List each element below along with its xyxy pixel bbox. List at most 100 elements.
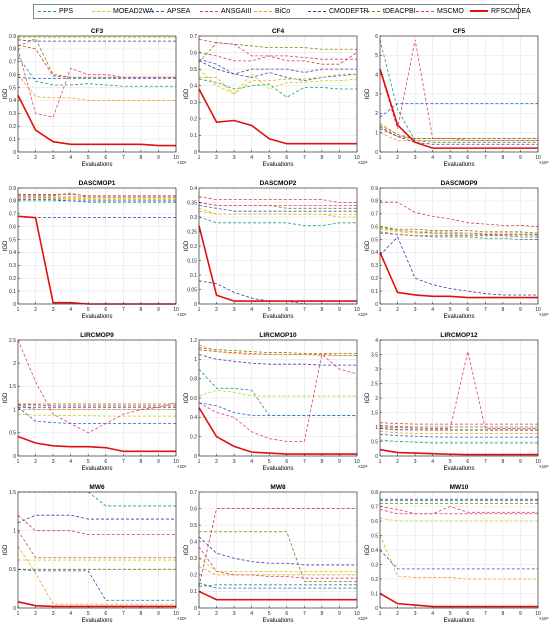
y-tick-label: 0.7 (371, 504, 378, 510)
x-tick-label: 9 (338, 459, 341, 465)
series-line-cmodeftr (18, 216, 176, 217)
series-line-bico (18, 546, 176, 604)
x-axis-label: Evaluations (81, 466, 112, 472)
x-tick-label: 5 (87, 459, 90, 465)
series-line-apsea (199, 205, 357, 211)
x-tick-label: 6 (466, 459, 469, 465)
x-tick-label: 9 (157, 307, 160, 313)
x-tick-label: 6 (285, 155, 288, 161)
y-tick-label: 0.5 (190, 67, 197, 73)
x-tick-label: 3 (414, 307, 417, 313)
x-tick-label: 8 (320, 459, 323, 465)
y-tick-label: 0.3 (9, 111, 16, 117)
y-axis-label: IGD (3, 88, 9, 99)
y-tick-label: 1 (13, 528, 16, 534)
y-tick-label: 0.6 (371, 224, 378, 230)
x-tick-label: 8 (139, 459, 142, 465)
series-line-bico (199, 567, 357, 575)
x-tick-label: 4 (69, 155, 72, 161)
series-line-pps (199, 217, 357, 226)
x-axis-multiplier: ×10⁴ (539, 616, 549, 621)
series-line-ansgaiii (18, 194, 176, 195)
x-tick-label: 1 (198, 611, 201, 617)
y-tick-label: 0.4 (9, 98, 16, 104)
x-tick-label: 2 (215, 155, 218, 161)
y-tick-label: 0.1 (190, 133, 197, 139)
y-axis-label: IGD (184, 392, 190, 403)
x-tick-label: 2 (34, 307, 37, 313)
x-tick-label: 6 (466, 611, 469, 617)
series-line-rfscmoea (199, 591, 357, 599)
x-tick-label: 7 (484, 155, 487, 161)
y-axis-label: IGD (365, 240, 371, 251)
y-tick-label: 1.5 (9, 490, 16, 496)
x-axis-label: Evaluations (81, 618, 112, 624)
x-tick-label: 1 (17, 307, 20, 313)
y-tick-label: 0 (194, 606, 197, 612)
y-tick-label: 0 (375, 302, 378, 308)
series-line-bico (18, 198, 176, 199)
series-line-apsea (199, 583, 357, 588)
x-tick-label: 3 (52, 155, 55, 161)
series-line-cmodeftr (199, 537, 357, 565)
y-tick-label: 0.5 (9, 431, 16, 437)
x-axis-label: Evaluations (262, 314, 293, 320)
y-tick-label: 0.7 (371, 212, 378, 218)
y-tick-label: 1 (375, 130, 378, 136)
subplot-cf3: 1 2 3 4 5 6 7 8 9 1000.10.20.30.40.50.60.70.80.9C… (3, 28, 187, 168)
x-tick-label: 1 (198, 459, 201, 465)
series-line-pps (18, 492, 176, 506)
series-line-pps (18, 405, 176, 410)
x-tick-label: 6 (104, 155, 107, 161)
x-axis-multiplier: ×10⁴ (177, 464, 187, 469)
x-axis-label: Evaluations (81, 314, 112, 320)
x-tick-label: 4 (250, 611, 253, 617)
x-axis-multiplier: ×10⁴ (358, 464, 368, 469)
series-line-ansgaiii (380, 423, 538, 424)
x-tick-label: 3 (414, 459, 417, 465)
x-tick-label: 5 (449, 155, 452, 161)
y-tick-label: 0 (13, 150, 16, 156)
y-tick-label: 1 (194, 357, 197, 363)
x-tick-label: 9 (157, 459, 160, 465)
series-line-apsea (199, 59, 357, 81)
x-tick-label: 9 (519, 307, 522, 313)
series-line-mscmo (380, 352, 538, 429)
subplot-dascmop1: 1 2 3 4 5 6 7 8 9 1000.10.20.30.40.50.60.70.80.9D… (3, 180, 187, 320)
y-tick-label: 4 (375, 72, 378, 78)
y-tick-label: 0.3 (190, 215, 197, 221)
subplot-dascmop2: 1 2 3 4 5 6 7 8 9 1000.050.10.150.20.250.30.350.4… (184, 180, 368, 320)
y-tick-label: 0 (375, 606, 378, 612)
y-tick-label: 0.9 (9, 34, 16, 40)
y-tick-label: 0.7 (190, 490, 197, 496)
y-axis-label: IGD (3, 240, 9, 251)
series-line-rfscmoea (18, 437, 176, 452)
x-tick-label: 8 (501, 611, 504, 617)
x-tick-label: 7 (303, 611, 306, 617)
x-tick-label: 8 (501, 459, 504, 465)
y-tick-label: 0.1 (9, 137, 16, 143)
x-tick-label: 6 (104, 307, 107, 313)
series-line-ansgaiii (199, 197, 357, 203)
x-axis-label: Evaluations (262, 466, 293, 472)
series-line-tdeacpbi (199, 203, 357, 209)
y-tick-label: 3 (375, 367, 378, 373)
y-tick-label: 0.2 (9, 276, 16, 282)
y-tick-label: 0 (194, 150, 197, 156)
x-tick-label: 4 (431, 611, 434, 617)
series-line-tdeacpbi (18, 193, 176, 197)
x-tick-label: 7 (122, 155, 125, 161)
x-tick-label: 5 (449, 459, 452, 465)
x-tick-label: 9 (157, 155, 160, 161)
series-line-mscmo (18, 49, 176, 117)
y-axis-label: IGD (184, 544, 190, 555)
series-line-mscmo (380, 507, 538, 514)
y-tick-label: 0.7 (9, 60, 16, 66)
x-tick-label: 4 (69, 611, 72, 617)
series-line-rfscmoea (18, 95, 176, 145)
x-tick-label: 7 (122, 307, 125, 313)
y-tick-label: 0.05 (187, 287, 197, 293)
x-tick-label: 1 (198, 155, 201, 161)
series-line-mscmo (199, 203, 357, 206)
x-tick-label: 1 (198, 307, 201, 313)
